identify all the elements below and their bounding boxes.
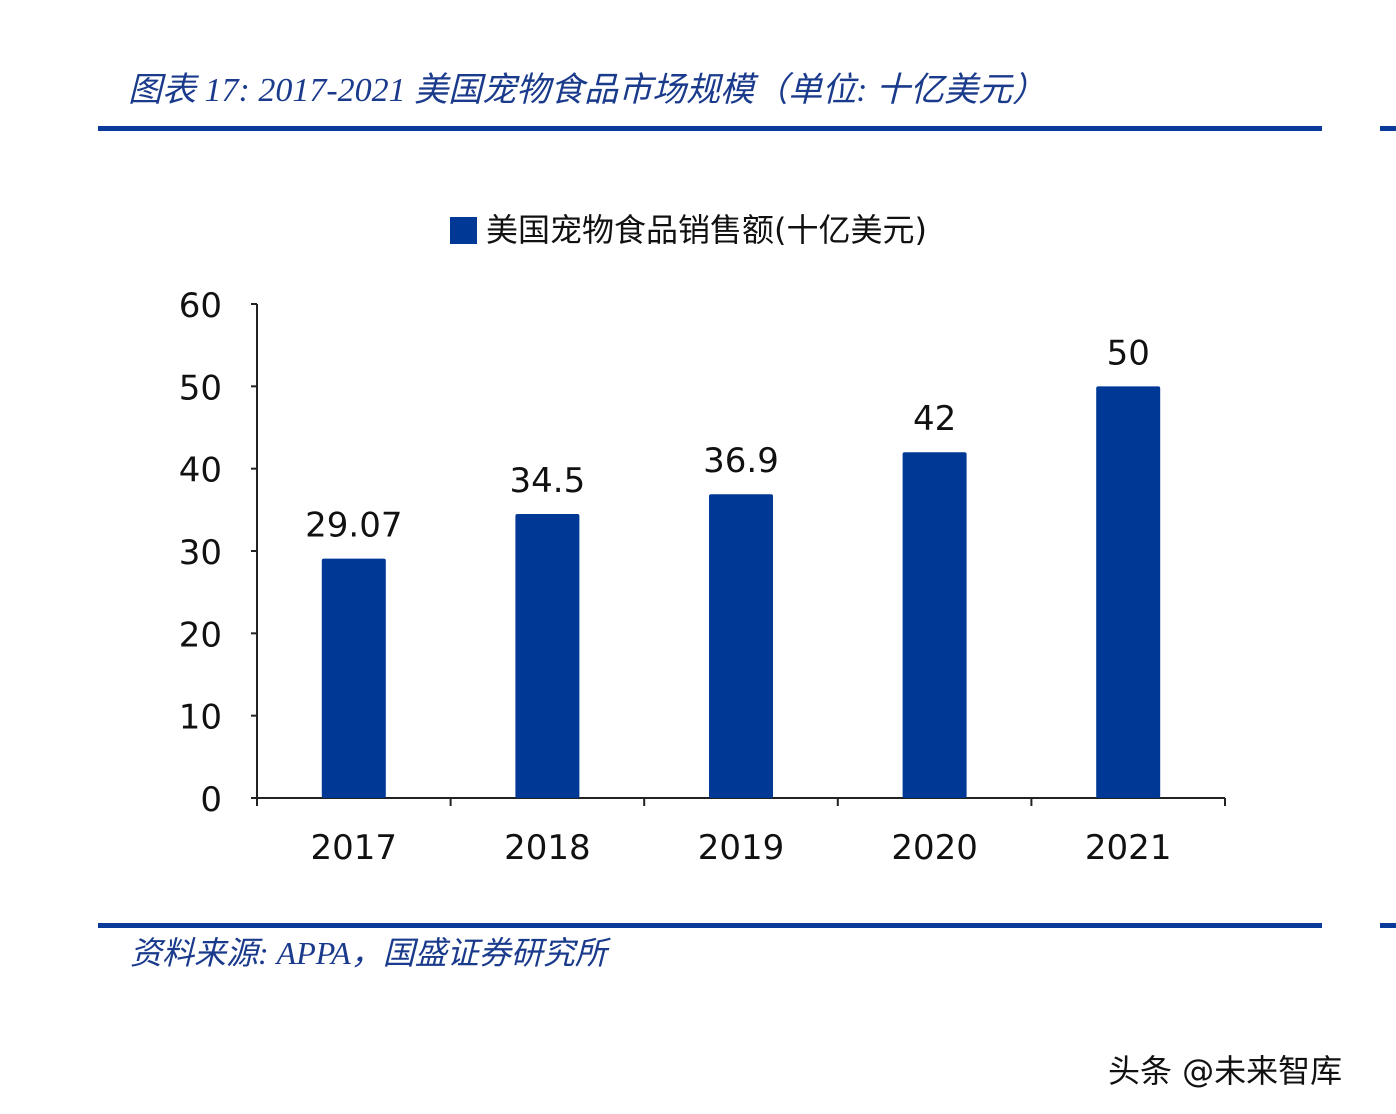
data-label: 36.9 bbox=[703, 441, 779, 481]
legend-swatch bbox=[450, 217, 477, 244]
bar-2021 bbox=[1096, 386, 1161, 798]
bar-2019 bbox=[709, 494, 773, 798]
x-tick-label: 2020 bbox=[891, 828, 978, 868]
data-label: 34.5 bbox=[510, 461, 586, 501]
y-tick-label: 0 bbox=[200, 780, 222, 820]
bar-2020 bbox=[902, 452, 967, 798]
top-rule-fragment bbox=[1380, 126, 1396, 131]
bar-2017 bbox=[321, 558, 386, 798]
y-tick-label: 30 bbox=[179, 533, 222, 573]
source-note: 资料来源: APPA，国盛证券研究所 bbox=[130, 935, 607, 971]
bottom-rule bbox=[98, 923, 1322, 928]
data-label: 29.07 bbox=[305, 506, 402, 546]
y-tick-label: 60 bbox=[179, 286, 222, 326]
x-tick-label: 2017 bbox=[311, 828, 398, 868]
y-tick-label: 10 bbox=[179, 698, 222, 738]
y-tick-label: 50 bbox=[179, 368, 222, 408]
x-tick-label: 2019 bbox=[698, 828, 785, 868]
bar-2018 bbox=[515, 513, 580, 798]
x-tick-label: 2021 bbox=[1085, 828, 1172, 868]
top-rule bbox=[98, 126, 1322, 131]
figure-title: 图表 17: 2017-2021 美国宠物食品市场规模（单位: 十亿美元） bbox=[128, 72, 1046, 109]
data-label: 42 bbox=[913, 399, 956, 439]
y-tick-label: 40 bbox=[179, 451, 222, 491]
x-tick-label: 2018 bbox=[504, 828, 591, 868]
data-label: 50 bbox=[1107, 333, 1150, 373]
legend-label: 美国宠物食品销售额(十亿美元) bbox=[486, 211, 927, 249]
watermark: 头条 @未来智库 bbox=[1108, 1052, 1343, 1090]
bottom-rule-fragment bbox=[1380, 923, 1396, 928]
y-tick-label: 20 bbox=[179, 615, 222, 655]
